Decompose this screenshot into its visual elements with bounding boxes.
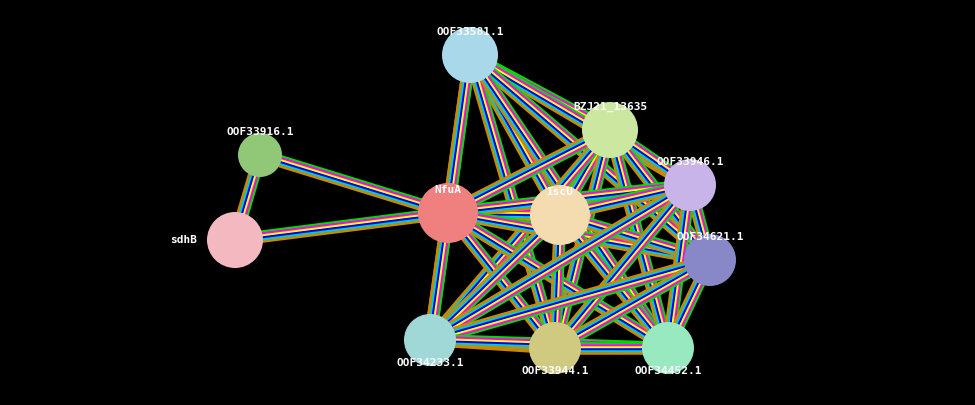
Circle shape [442,27,498,83]
Circle shape [684,234,736,286]
Circle shape [582,102,638,158]
Circle shape [529,322,581,374]
Text: BZJ21_13635: BZJ21_13635 [573,102,647,112]
Text: OOF34452.1: OOF34452.1 [635,366,702,376]
Text: IscU: IscU [547,187,573,197]
Circle shape [530,185,590,245]
Circle shape [642,322,694,374]
Text: OOF33581.1: OOF33581.1 [436,27,504,37]
Text: OOF33944.1: OOF33944.1 [522,366,589,376]
Text: NfuA: NfuA [435,185,461,195]
Circle shape [418,183,478,243]
Circle shape [404,314,456,366]
Text: sdhB: sdhB [170,235,197,245]
Text: OOF33946.1: OOF33946.1 [656,157,723,167]
Text: OOF33916.1: OOF33916.1 [226,127,293,137]
Text: OOF34233.1: OOF34233.1 [396,358,464,368]
Text: OOF34621.1: OOF34621.1 [677,232,744,242]
Circle shape [238,133,282,177]
Circle shape [664,159,716,211]
Circle shape [207,212,263,268]
